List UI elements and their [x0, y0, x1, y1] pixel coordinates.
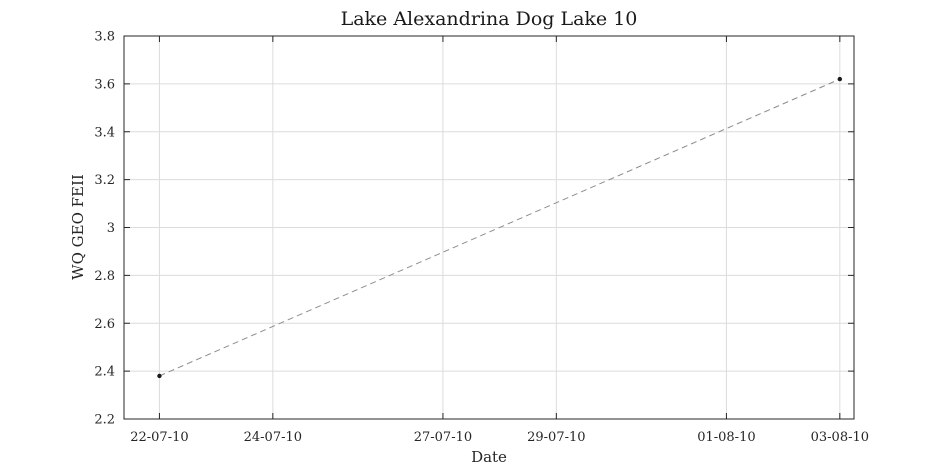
series-line-0 [159, 78, 841, 377]
series [157, 76, 843, 379]
x-tick-label-0: 22-07-10 [130, 430, 188, 445]
y-axis-label: WQ GEO FEII [69, 174, 87, 280]
y-tick-label-8: 3.8 [94, 30, 115, 45]
x-tick-label-5: 03-08-10 [811, 430, 869, 445]
x-tick-label-2: 27-07-10 [414, 430, 472, 445]
data-point-0-1 [837, 76, 843, 82]
y-axis-tick-labels: 2.2 2.4 2.6 2.8 3 3.2 3.4 3.6 3.8 [94, 30, 115, 428]
axis-ticks [124, 35, 854, 420]
y-tick-label-2: 2.6 [94, 317, 115, 332]
y-tick-label-3: 2.8 [94, 269, 115, 284]
x-axis-tick-labels: 22-07-10 24-07-10 27-07-10 29-07-10 01-08-10… [130, 430, 869, 445]
chart-title: Lake Alexandrina Dog Lake 10 [341, 8, 638, 30]
grid [124, 35, 854, 420]
x-tick-label-4: 01-08-10 [697, 430, 755, 445]
x-tick-label-1: 24-07-10 [244, 430, 302, 445]
x-axis-label: Date [471, 448, 507, 466]
y-tick-label-5: 3.2 [94, 173, 115, 188]
y-tick-label-1: 2.4 [94, 365, 115, 380]
y-tick-label-6: 3.4 [94, 125, 115, 140]
y-tick-label-0: 2.2 [94, 413, 115, 428]
data-point-0-0 [157, 373, 162, 379]
x-tick-label-3: 29-07-10 [527, 430, 585, 445]
y-tick-label-7: 3.6 [94, 77, 115, 92]
y-tick-label-4: 3 [107, 221, 115, 236]
